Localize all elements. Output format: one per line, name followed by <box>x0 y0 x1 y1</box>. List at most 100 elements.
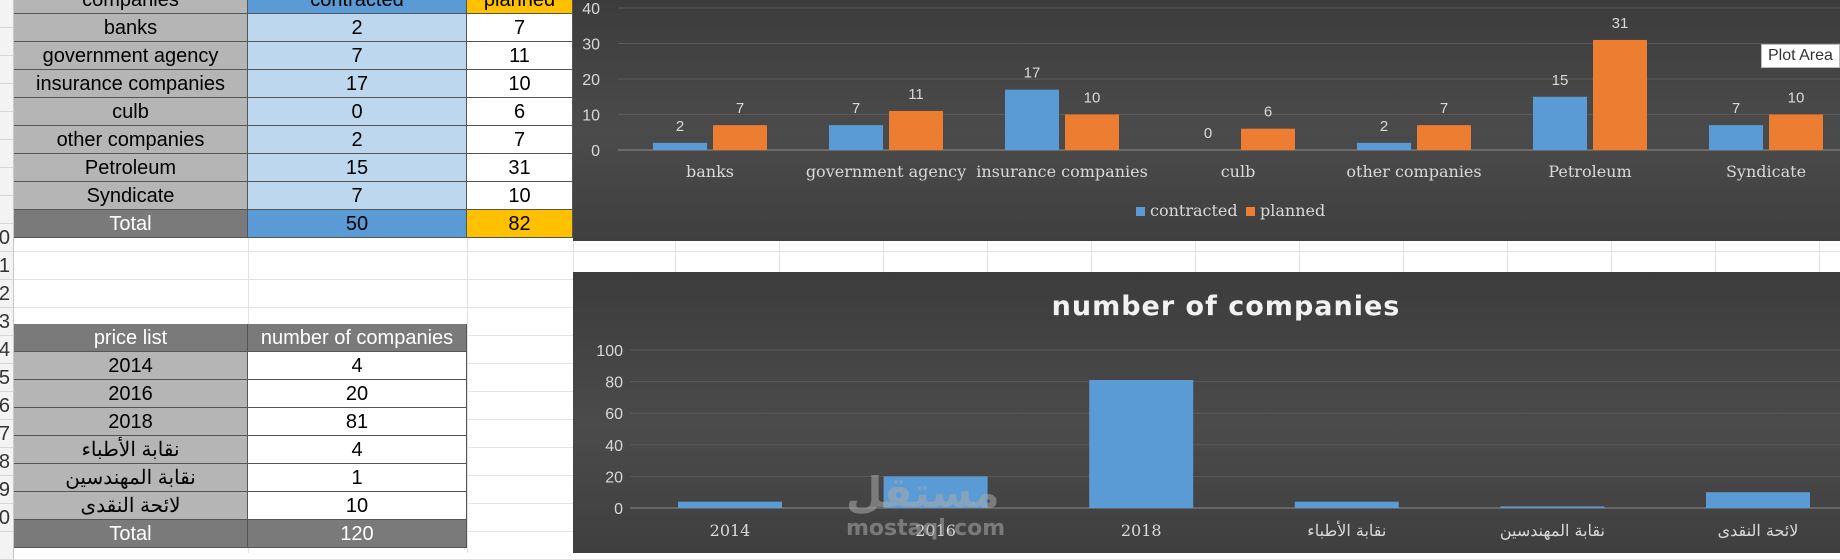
y-tick-label: 10 <box>582 108 600 125</box>
row-header[interactable]: 6 <box>0 392 14 420</box>
contracted-bar[interactable] <box>1005 89 1059 150</box>
price-list-cell[interactable]: 2014 <box>14 352 248 380</box>
contracted-cell[interactable]: 2 <box>248 14 467 42</box>
row-header[interactable] <box>0 112 14 140</box>
companies-bar[interactable] <box>1500 506 1605 508</box>
count-cell[interactable]: 81 <box>248 408 467 436</box>
x-tick-label: نقابة الأطباء <box>1307 521 1386 540</box>
legend-label[interactable]: contracted <box>1150 201 1238 220</box>
row-header[interactable]: 4 <box>0 336 14 364</box>
contracted-cell[interactable]: 17 <box>248 70 467 98</box>
planned-bar[interactable] <box>1065 114 1119 151</box>
companies-bar[interactable] <box>1294 501 1399 508</box>
planned-bar[interactable] <box>1241 128 1295 150</box>
row-header[interactable]: 1 <box>0 252 14 280</box>
data-label: 6 <box>1264 104 1272 121</box>
total-label-cell[interactable]: Total <box>14 520 248 548</box>
total-value-cell[interactable]: 120 <box>248 520 467 548</box>
row-header[interactable] <box>0 168 14 196</box>
row-header[interactable] <box>0 532 14 560</box>
planned-cell[interactable]: 10 <box>467 70 573 98</box>
company-name-cell[interactable]: other companies <box>14 126 248 154</box>
row-header[interactable] <box>0 140 14 168</box>
row-header[interactable]: 0 <box>0 504 14 532</box>
planned-cell[interactable]: 6 <box>467 98 573 126</box>
company-name-cell[interactable]: insurance companies <box>14 70 248 98</box>
planned-bar[interactable] <box>1593 39 1647 151</box>
row-header[interactable]: 2 <box>0 280 14 308</box>
companies-bar[interactable] <box>678 501 782 508</box>
total-planned-cell[interactable]: 82 <box>467 210 573 238</box>
contracted-cell[interactable]: 2 <box>248 126 467 154</box>
row-header[interactable] <box>0 84 14 112</box>
legend-swatch <box>1246 207 1255 216</box>
total-contracted-cell[interactable]: 50 <box>248 210 467 238</box>
company-name-cell[interactable]: culb <box>14 98 248 126</box>
planned-cell[interactable]: 7 <box>467 14 573 42</box>
contracted-bar[interactable] <box>653 142 707 150</box>
count-cell[interactable]: 4 <box>248 436 467 464</box>
price-list-cell[interactable]: نقابة المهندسين <box>14 464 248 492</box>
price-list-cell[interactable]: 2018 <box>14 408 248 436</box>
planned-cell[interactable]: 11 <box>467 42 573 70</box>
chart-title[interactable]: number of companies <box>1052 291 1401 322</box>
count-cell[interactable]: 1 <box>248 464 467 492</box>
total-label-cell[interactable]: Total <box>14 210 248 238</box>
company-name-cell[interactable]: Petroleum <box>14 154 248 182</box>
company-name-cell[interactable]: government agency <box>14 42 248 70</box>
header-cell[interactable]: contracted <box>248 0 467 14</box>
contracted-bar[interactable] <box>1357 142 1411 150</box>
contracted-bar[interactable] <box>1533 96 1587 150</box>
planned-bar[interactable] <box>1417 125 1471 150</box>
header-cell[interactable]: number of companies <box>248 324 467 352</box>
count-cell[interactable]: 4 <box>248 352 467 380</box>
header-cell[interactable]: price list <box>14 324 248 352</box>
row-header[interactable]: 8 <box>0 448 14 476</box>
data-label: 7 <box>736 100 744 117</box>
row-header[interactable]: 7 <box>0 420 14 448</box>
planned-cell[interactable]: 31 <box>467 154 573 182</box>
row-header[interactable]: 3 <box>0 308 14 336</box>
header-cell[interactable]: companies <box>14 0 248 14</box>
count-cell[interactable]: 10 <box>248 492 467 520</box>
row-number: 6 <box>0 392 10 419</box>
planned-bar[interactable] <box>889 110 943 150</box>
companies-bar[interactable] <box>1706 492 1810 508</box>
row-header[interactable] <box>0 0 14 28</box>
contracted-cell[interactable]: 0 <box>248 98 467 126</box>
contracted-cell[interactable]: 7 <box>248 182 467 210</box>
contracted-cell[interactable]: 15 <box>248 154 467 182</box>
x-tick-label: نقابة المهندسين <box>1500 521 1605 540</box>
planned-cell[interactable]: 7 <box>467 126 573 154</box>
legend-label[interactable]: planned <box>1260 201 1325 220</box>
companies-bar[interactable] <box>883 476 988 508</box>
x-tick-label: Petroleum <box>1548 162 1631 181</box>
price-list-cell[interactable]: لائحة النقدى <box>14 492 248 520</box>
planned-bar[interactable] <box>1769 114 1823 151</box>
row-header[interactable] <box>0 28 14 56</box>
companies-chart[interactable]: 0 10 20 30 40 2 7 banks 7 11 government agency 17 10… <box>573 0 1840 241</box>
count-cell[interactable]: 20 <box>248 380 467 408</box>
row-header[interactable] <box>0 56 14 84</box>
company-name-cell[interactable]: Syndicate <box>14 182 248 210</box>
planned-cell[interactable]: 10 <box>467 182 573 210</box>
row-header[interactable]: 9 <box>0 476 14 504</box>
contracted-bar[interactable] <box>829 125 883 150</box>
data-label: 7 <box>1440 100 1448 117</box>
company-name-cell[interactable]: banks <box>14 14 248 42</box>
planned-bar[interactable] <box>713 125 767 150</box>
companies-bar[interactable] <box>1089 380 1194 508</box>
contracted-cell[interactable]: 7 <box>248 42 467 70</box>
header-cell[interactable]: planned <box>467 0 573 14</box>
number-of-companies-chart[interactable]: number of companies 0 20 40 60 80 100 2014 2016 2… <box>573 272 1840 553</box>
row-header[interactable]: 5 <box>0 364 14 392</box>
x-tick-label: 2014 <box>710 521 751 540</box>
price-list-cell[interactable]: 2016 <box>14 380 248 408</box>
contracted-bar[interactable] <box>1709 125 1763 150</box>
y-tick-label: 60 <box>605 406 623 423</box>
row-header[interactable] <box>0 196 14 224</box>
watermark-arabic: مستقل <box>846 468 1000 517</box>
row-header[interactable]: 0 <box>0 224 14 252</box>
price-list-cell[interactable]: نقابة الأطباء <box>14 436 248 464</box>
row-number: 0 <box>0 224 10 251</box>
